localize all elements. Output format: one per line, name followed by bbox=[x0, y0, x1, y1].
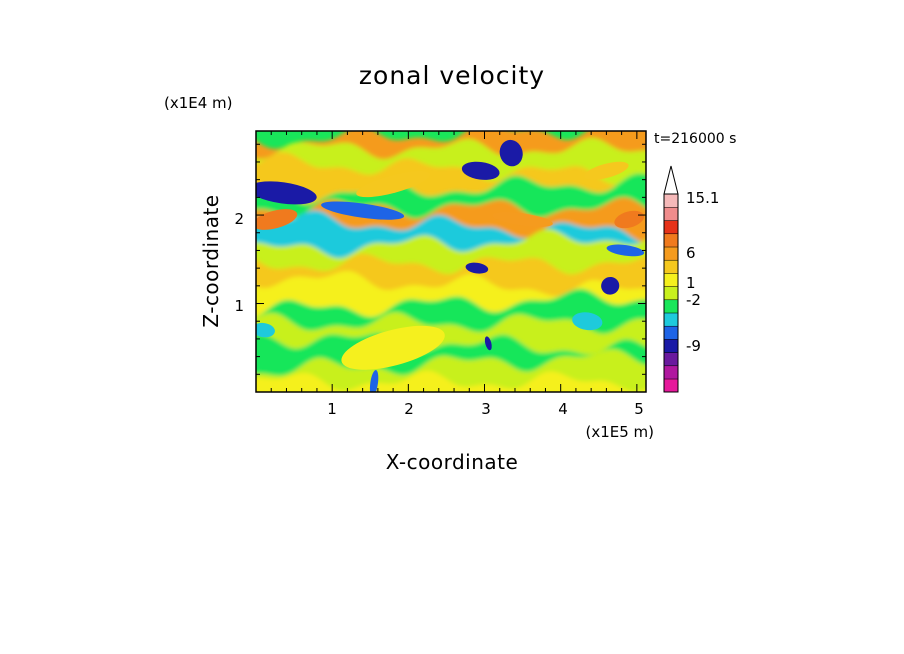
axis-ticks bbox=[256, 131, 646, 392]
y-axis-multiplier: (x1E4 m) bbox=[164, 94, 233, 112]
colorbar-cell bbox=[663, 312, 679, 327]
x-tick-label: 1 bbox=[327, 400, 337, 418]
velocity-feature bbox=[256, 209, 298, 230]
colorbar-label: 15.1 bbox=[686, 189, 719, 207]
velocity-feature bbox=[484, 336, 492, 351]
velocity-features bbox=[256, 139, 645, 392]
y-tick-label: 2 bbox=[234, 210, 244, 228]
colorbar-cell bbox=[663, 193, 679, 208]
velocity-feature bbox=[256, 181, 317, 205]
colorbar-cell bbox=[663, 286, 679, 301]
x-axis-label: X-coordinate bbox=[386, 450, 519, 474]
velocity-band bbox=[256, 370, 646, 392]
velocity-feature bbox=[584, 161, 629, 180]
colorbar-label: 1 bbox=[686, 274, 696, 292]
time-label: t=216000 s bbox=[654, 131, 736, 147]
colorbar-cell bbox=[663, 272, 679, 287]
colorbar-cell bbox=[663, 206, 679, 221]
colorbar-label: 6 bbox=[686, 244, 696, 262]
x-tick-label: 4 bbox=[558, 400, 568, 418]
velocity-feature bbox=[321, 201, 405, 220]
velocity-feature bbox=[614, 210, 645, 229]
colorbar-cell bbox=[663, 259, 679, 274]
colorbar bbox=[663, 165, 679, 393]
colorbar-cell bbox=[663, 352, 679, 367]
velocity-feature bbox=[465, 262, 489, 274]
velocity-feature bbox=[492, 212, 553, 227]
colorbar-frame bbox=[663, 193, 679, 393]
velocity-feature bbox=[499, 139, 523, 167]
colorbar-cell bbox=[663, 220, 679, 235]
velocity-feature bbox=[341, 325, 445, 370]
velocity-feature bbox=[601, 276, 620, 295]
colorbar-cell bbox=[663, 338, 679, 353]
x-tick-label: 3 bbox=[481, 400, 491, 418]
colorbar-label: -2 bbox=[686, 291, 701, 309]
colorbar-cell bbox=[663, 365, 679, 380]
velocity-feature bbox=[572, 312, 603, 331]
velocity-feature bbox=[256, 322, 275, 338]
plot-frame bbox=[255, 130, 647, 393]
velocity-feature bbox=[606, 244, 645, 257]
plot-area bbox=[256, 131, 646, 392]
velocity-feature bbox=[356, 171, 430, 198]
colorbar-cell bbox=[663, 233, 679, 248]
velocity-feature bbox=[461, 161, 500, 180]
x-axis-multiplier: (x1E5 m) bbox=[585, 423, 654, 441]
x-tick-label: 5 bbox=[634, 400, 644, 418]
colorbar-cell bbox=[663, 299, 679, 314]
chart-title: zonal velocity bbox=[359, 61, 545, 90]
colorbar-max-arrow bbox=[663, 165, 679, 195]
colorbar-cell bbox=[663, 325, 679, 340]
colorbar-label: -9 bbox=[686, 337, 701, 355]
colorbar-cell bbox=[663, 246, 679, 261]
y-axis-label: Z-coordinate bbox=[199, 194, 223, 327]
colorbar-cell bbox=[663, 378, 679, 393]
velocity-bands bbox=[256, 131, 646, 392]
x-tick-label: 2 bbox=[404, 400, 414, 418]
velocity-feature bbox=[369, 370, 379, 392]
y-tick-label: 1 bbox=[234, 297, 244, 315]
